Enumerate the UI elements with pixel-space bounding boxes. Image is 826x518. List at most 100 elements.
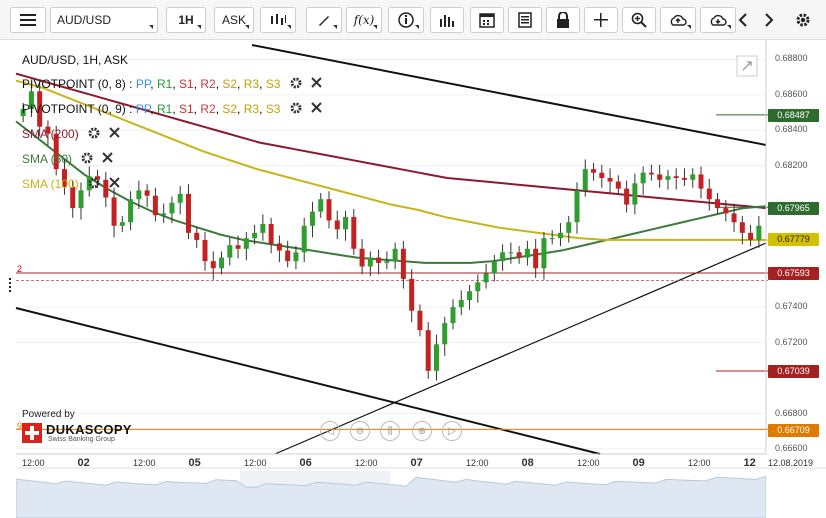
pivot-s2-label: S2 xyxy=(222,102,238,116)
upload-button[interactable] xyxy=(660,7,696,33)
candle-body xyxy=(665,176,671,180)
pivot-r1-label: R1 xyxy=(156,77,173,91)
chevron-down-icon xyxy=(245,25,249,29)
candle-body xyxy=(582,169,588,191)
x-tick: 09 xyxy=(632,457,645,469)
legend-pivot-2[interactable]: PIVOTPOINT (0, 9) : PP, R1, S1, R2, S2, … xyxy=(22,102,324,117)
sma-200-label: SMA (200) xyxy=(22,127,79,141)
zoom-in-button[interactable]: ⊕ xyxy=(412,421,432,441)
powered-by-label: Powered by xyxy=(22,409,75,420)
candle-body xyxy=(53,133,59,170)
candle-body xyxy=(243,238,249,249)
level-marker-9: 9 xyxy=(17,421,23,431)
cloud-upload-icon xyxy=(670,14,687,26)
candle-body xyxy=(194,232,200,240)
download-button[interactable] xyxy=(700,7,736,33)
drawing-tools-button[interactable] xyxy=(306,7,342,33)
candle-body xyxy=(326,199,332,221)
brand-subtitle: Swiss Banking Group xyxy=(48,436,115,443)
news-button[interactable] xyxy=(508,7,542,33)
close-icon xyxy=(102,152,114,164)
pan-right-button[interactable]: ▷ xyxy=(442,421,462,441)
candle-body xyxy=(632,183,638,205)
candle-body xyxy=(202,239,208,262)
lock-icon xyxy=(557,12,569,28)
overview-navigator[interactable] xyxy=(16,471,766,518)
timeframe-label: 1H xyxy=(178,13,194,27)
candle-body xyxy=(392,248,398,262)
zoom-button[interactable] xyxy=(622,7,656,33)
candle-body xyxy=(185,193,191,233)
scroll-right-button[interactable] xyxy=(758,7,780,33)
candle-body xyxy=(37,91,43,127)
pivot-r3-label: R3 xyxy=(243,77,260,91)
candle-body xyxy=(359,248,365,267)
indicators-button[interactable]: f(x) xyxy=(346,7,382,33)
x-tick: 12:00 xyxy=(688,458,711,468)
candle-body xyxy=(400,248,406,279)
candle-body xyxy=(384,261,390,263)
legend-title: AUD/USD, 1H, ASK xyxy=(22,53,129,67)
side-label: ASK xyxy=(221,13,246,27)
chevron-right-icon xyxy=(765,13,774,27)
close-icon xyxy=(109,127,120,139)
instrument-selector[interactable]: AUD/USD xyxy=(50,7,158,33)
lock-button[interactable] xyxy=(546,7,580,33)
chevron-left-icon xyxy=(738,13,747,27)
legend-sma-200[interactable]: SMA (200) xyxy=(22,127,122,142)
cloud-download-icon xyxy=(710,14,727,26)
settings-button[interactable] xyxy=(790,7,816,33)
upper-channel-line xyxy=(251,44,767,146)
calendar-button[interactable] xyxy=(470,7,504,33)
close-icon xyxy=(311,102,322,114)
x-tick: 08 xyxy=(521,457,534,469)
candle-body xyxy=(293,252,299,262)
chevron-down-icon xyxy=(373,25,377,29)
side-selector[interactable]: ASK xyxy=(214,7,254,33)
scroll-left-button[interactable] xyxy=(732,7,754,33)
pan-left-button[interactable]: ◁ xyxy=(320,421,340,441)
legend-pivot-1[interactable]: PIVOTPOINT (0, 8) : PP, R1, S1, R2, S2, … xyxy=(22,77,324,92)
legend-sma-50[interactable]: SMA (50) xyxy=(22,152,115,167)
candle-body xyxy=(599,172,605,178)
crosshair-button[interactable] xyxy=(584,7,618,33)
timeframe-selector[interactable]: 1H xyxy=(166,7,206,33)
pencil-icon xyxy=(319,16,329,26)
toolbar: AUD/USD 1H ASK f(x) xyxy=(0,0,826,40)
x-tick: 12:00 xyxy=(133,458,156,468)
candle-body xyxy=(723,208,729,214)
resize-handle[interactable] xyxy=(9,278,15,292)
candle-body xyxy=(78,190,84,209)
menu-icon[interactable] xyxy=(10,7,46,33)
zoom-out-button[interactable]: ⊖ xyxy=(350,421,370,441)
candle-body xyxy=(45,126,51,134)
candle-body xyxy=(252,232,258,239)
candle-body xyxy=(318,199,324,212)
x-tick: 02 xyxy=(77,457,90,469)
reset-view-button[interactable]: ⫼ xyxy=(380,421,400,441)
document-icon xyxy=(518,12,532,28)
end-date-label: 12.08.2019 xyxy=(768,458,814,468)
legend-sma-100[interactable]: SMA (100) xyxy=(22,177,122,192)
sma-100-label: SMA (100) xyxy=(22,177,79,191)
candle-body xyxy=(409,278,415,311)
x-tick: 12:00 xyxy=(355,458,378,468)
volume-button[interactable] xyxy=(430,7,464,33)
chevron-down-icon xyxy=(687,25,691,29)
chart-type-button[interactable] xyxy=(260,7,296,33)
pivot-pp-label: PP xyxy=(135,102,151,116)
candle-body xyxy=(334,220,340,230)
candle-body xyxy=(748,232,754,240)
close-icon xyxy=(311,77,322,89)
candle-body xyxy=(119,222,125,226)
gear-icon xyxy=(88,127,100,139)
expand-icon[interactable] xyxy=(736,55,758,77)
pivot-r2-label: R2 xyxy=(200,77,216,91)
x-tick: 12:00 xyxy=(22,458,45,468)
info-button[interactable] xyxy=(388,7,424,33)
candle-body xyxy=(516,252,522,258)
candle-body xyxy=(657,174,663,180)
sma-50-label: SMA (50) xyxy=(22,152,73,166)
price-chart[interactable] xyxy=(0,40,826,518)
overview-area xyxy=(16,475,766,518)
